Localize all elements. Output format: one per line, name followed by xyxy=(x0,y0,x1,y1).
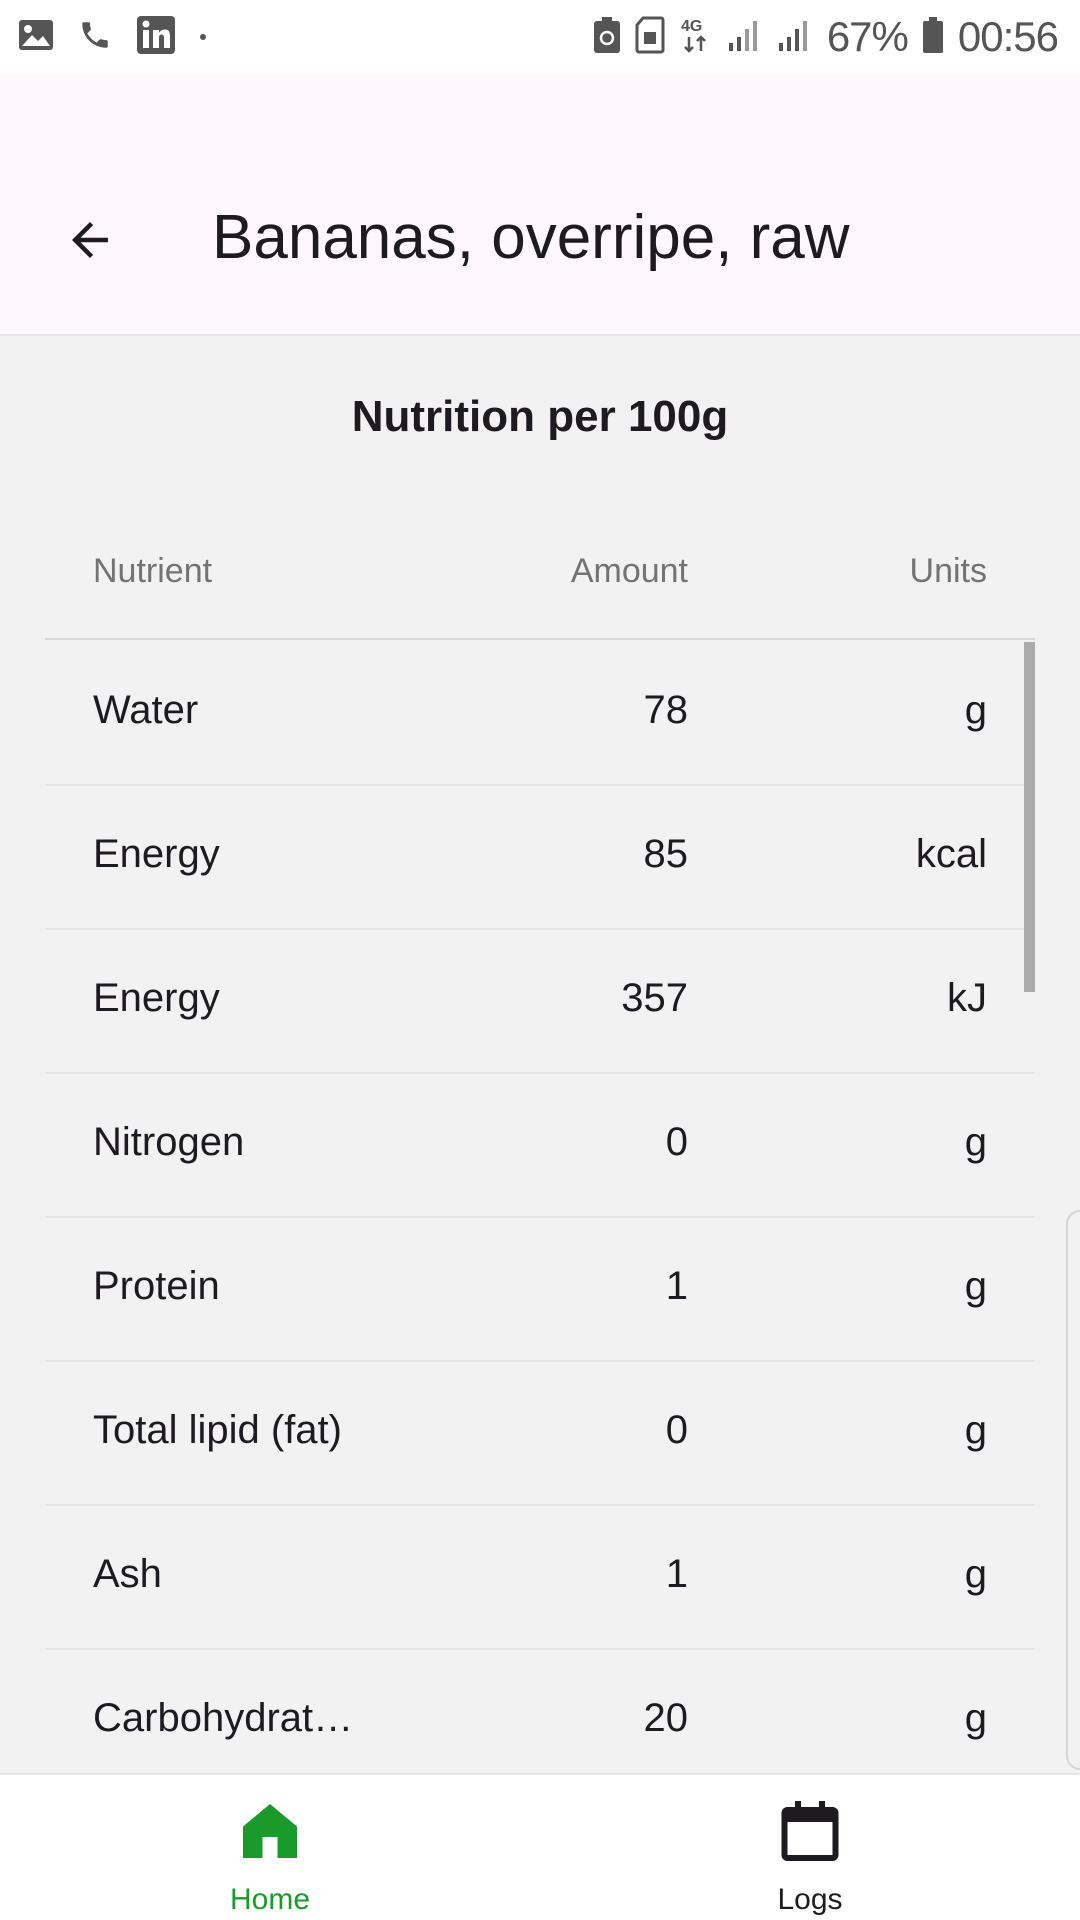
table-row: Water 78 g xyxy=(45,642,1035,786)
nutrient-name: Carbohydrat… xyxy=(93,1696,354,1740)
network-4g-icon: 4G xyxy=(679,15,713,60)
nutrient-amount: 0 xyxy=(665,1408,688,1452)
nutrient-amount: 20 xyxy=(643,1696,689,1740)
nutrient-unit: g xyxy=(964,1696,987,1740)
table-row: Energy 85 kcal xyxy=(45,786,1035,930)
nutrient-name: Protein xyxy=(93,1264,220,1308)
nutrient-amount: 1 xyxy=(665,1552,688,1596)
nutrient-unit: g xyxy=(964,1552,987,1596)
sim-card-icon xyxy=(635,16,665,59)
status-bar: 4G 67% 00:56 xyxy=(0,0,1080,74)
nutrient-unit: g xyxy=(964,1408,987,1452)
nav-home-label: Home xyxy=(229,1883,311,1916)
nav-home[interactable]: Home xyxy=(0,1775,540,1920)
nutrient-unit: g xyxy=(964,1264,987,1308)
header-nutrient[interactable]: Nutrient xyxy=(93,552,213,590)
nav-logs-label: Logs xyxy=(777,1883,843,1916)
nutrient-name: Nitrogen xyxy=(93,1120,245,1164)
home-icon xyxy=(234,1795,306,1867)
nutrient-unit: kcal xyxy=(915,832,987,876)
table-scrollbar[interactable] xyxy=(1024,642,1035,992)
header-units[interactable]: Units xyxy=(909,552,987,590)
signal-icon-2 xyxy=(777,17,813,58)
nutrient-amount: 0 xyxy=(665,1120,688,1164)
battery-saver-icon xyxy=(593,16,621,59)
nutrient-name: Energy xyxy=(93,832,220,876)
table-header: Nutrient Amount Units xyxy=(45,540,1035,640)
bottom-navigation: Home Logs xyxy=(0,1773,1080,1920)
nutrient-amount: 1 xyxy=(665,1264,688,1308)
phone-icon xyxy=(78,18,112,57)
nutrient-name: Water xyxy=(93,688,199,732)
linkedin-icon xyxy=(136,15,176,60)
clock: 00:56 xyxy=(957,13,1059,60)
nutrient-unit: g xyxy=(964,1120,987,1164)
nutrient-amount: 85 xyxy=(643,832,689,876)
calendar-icon xyxy=(774,1795,846,1867)
page-title: Bananas, overripe, raw xyxy=(212,203,850,272)
battery-icon xyxy=(922,16,944,59)
nutrient-name: Ash xyxy=(93,1552,162,1596)
battery-percent: 67% xyxy=(826,13,909,60)
app-bar: Bananas, overripe, raw xyxy=(0,74,1080,336)
nutrition-table[interactable]: Water 78 g Energy 85 kcal Energy 357 kJ … xyxy=(45,642,1035,1774)
nav-logs[interactable]: Logs xyxy=(540,1775,1080,1920)
nutrient-unit: kJ xyxy=(947,976,987,1020)
table-row: Ash 1 g xyxy=(45,1506,1035,1650)
nutrient-name: Energy xyxy=(93,976,220,1020)
gallery-icon xyxy=(18,19,54,56)
svg-text:4G: 4G xyxy=(681,18,702,35)
nutrient-name: Total lipid (fat) xyxy=(93,1408,342,1452)
table-row: Nitrogen 0 g xyxy=(45,1074,1035,1218)
table-row: Protein 1 g xyxy=(45,1218,1035,1362)
back-button[interactable] xyxy=(52,204,128,280)
notification-dot-icon xyxy=(200,34,206,40)
nutrient-amount: 357 xyxy=(621,976,688,1020)
nutrient-unit: g xyxy=(964,688,987,732)
table-row: Carbohydrat… 20 g xyxy=(45,1650,1035,1774)
nutrient-amount: 78 xyxy=(643,688,689,732)
header-amount[interactable]: Amount xyxy=(570,552,688,590)
signal-icon xyxy=(727,17,763,58)
table-row: Energy 357 kJ xyxy=(45,930,1035,1074)
table-row: Total lipid (fat) 0 g xyxy=(45,1362,1035,1506)
edge-panel-handle[interactable] xyxy=(1066,1210,1080,1770)
arrow-back-icon xyxy=(63,213,117,272)
section-title: Nutrition per 100g xyxy=(351,392,729,441)
